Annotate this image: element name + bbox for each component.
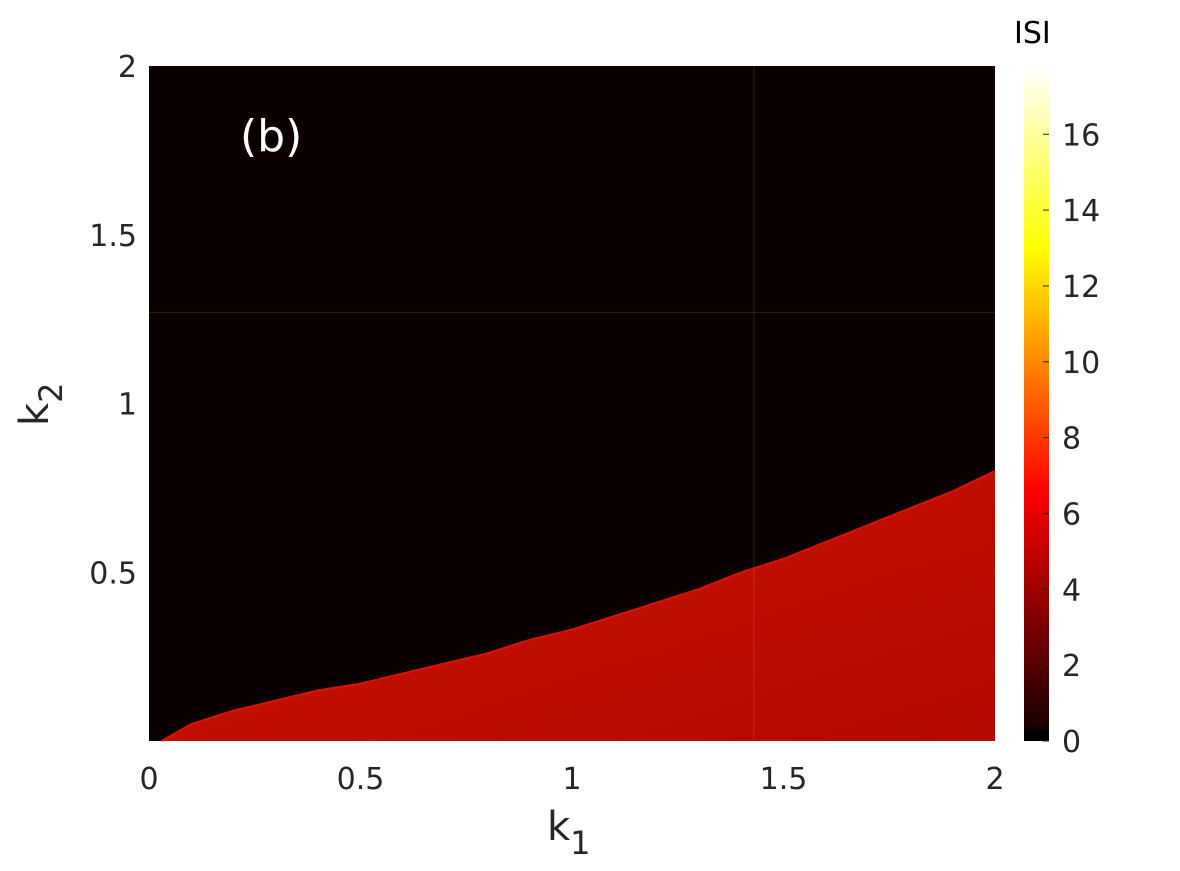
- y-tick-label: 1: [118, 388, 137, 423]
- y-axis-label-main: k: [12, 402, 58, 426]
- colorbar-tick-label: 14: [1062, 194, 1100, 229]
- x-axis-label-main: k: [547, 804, 571, 850]
- colorbar-zero-band: [1024, 730, 1049, 741]
- colorbar: ISI 0 2 4 6 8 10 12 14 16: [1014, 16, 1100, 760]
- colorbar-tick-label: 10: [1062, 346, 1100, 381]
- y-axis-label-sub: 2: [32, 382, 70, 402]
- boundary-curve: [161, 470, 996, 742]
- x-tick-label: 0: [139, 762, 158, 797]
- colorbar-tick-label: 6: [1062, 497, 1081, 532]
- x-axis-label-sub: 1: [570, 824, 590, 862]
- colorbar-tick-label: 4: [1062, 573, 1081, 608]
- region-spiking: [161, 471, 995, 741]
- x-tick-label: 0.5: [337, 762, 385, 797]
- x-axis: 0 0.5 1 1.5 2: [139, 762, 1004, 797]
- panel-label: (b): [240, 111, 302, 162]
- colorbar-tick-label: 0: [1062, 725, 1081, 760]
- colorbar-ticks: 0 2 4 6 8 10 12 14 16: [1043, 118, 1100, 760]
- x-tick-label: 1.5: [760, 762, 808, 797]
- y-tick-label: 2: [118, 50, 137, 85]
- colorbar-tick-label: 12: [1062, 270, 1100, 305]
- x-tick-label: 2: [985, 762, 1004, 797]
- colorbar-tick-label: 8: [1062, 422, 1081, 457]
- colorbar-tick-label: 16: [1062, 118, 1100, 153]
- y-tick-label: 1.5: [89, 219, 137, 254]
- colorbar-title: ISI: [1014, 16, 1051, 51]
- plot-area: [149, 66, 996, 742]
- colorbar-tick-label: 2: [1062, 649, 1081, 684]
- colorbar-gradient: [1024, 66, 1049, 741]
- y-axis-label: k2: [12, 382, 70, 426]
- y-axis: 0.5 1 1.5 2: [89, 50, 137, 591]
- y-tick-label: 0.5: [89, 556, 137, 591]
- x-axis-label: k1: [547, 804, 591, 862]
- x-tick-label: 1: [562, 762, 581, 797]
